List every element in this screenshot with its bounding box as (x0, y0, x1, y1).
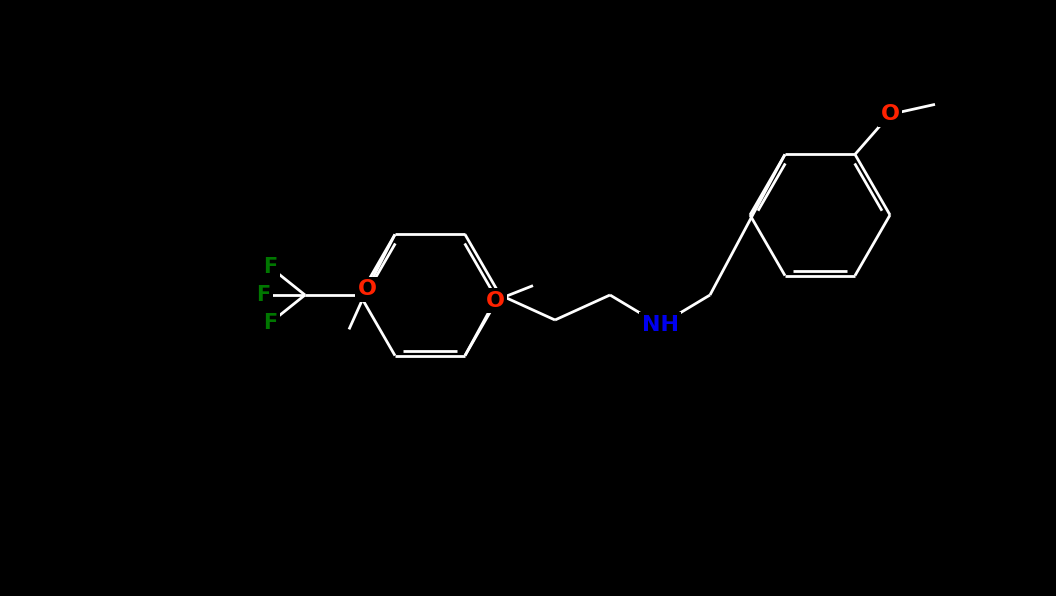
Text: F: F (263, 257, 277, 277)
Text: NH: NH (641, 315, 679, 335)
Text: F: F (263, 313, 277, 333)
Text: O: O (358, 280, 377, 299)
Text: O: O (881, 104, 900, 125)
Text: O: O (486, 291, 505, 311)
Text: F: F (256, 285, 270, 305)
